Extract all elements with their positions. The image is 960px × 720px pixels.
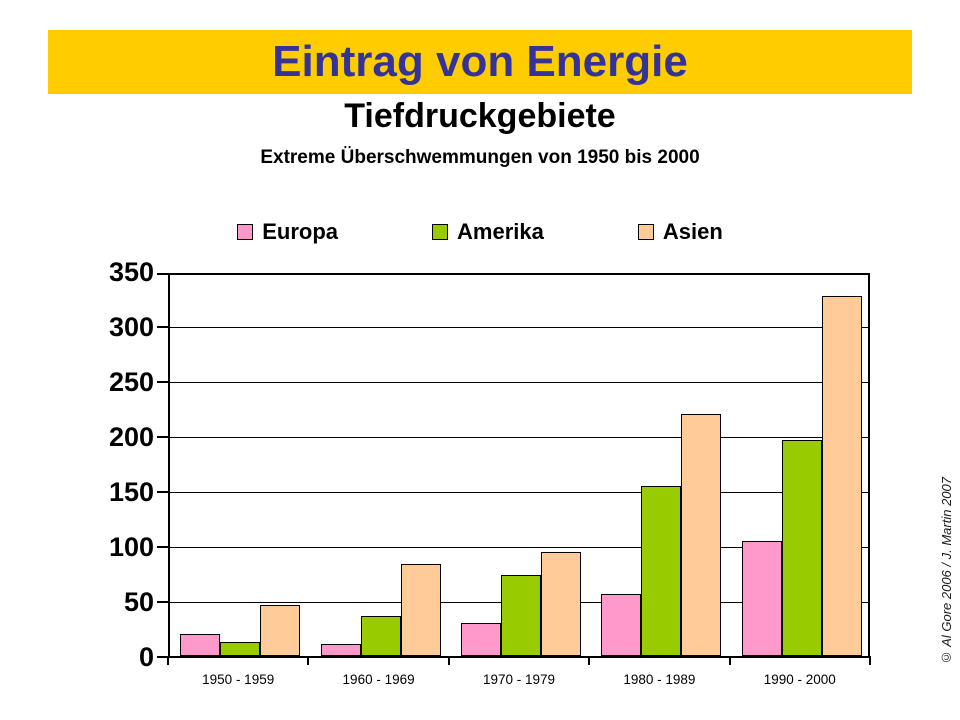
x-axis-tick-4 [728,656,731,665]
bar-amerika-2 [500,574,541,656]
x-axis-tick-3 [588,656,591,665]
legend: Europa Amerika Asien [0,219,960,245]
bar-group-1960-1969 [310,275,450,656]
bar-amerika-3 [641,485,682,656]
bar-amerika-4 [781,440,822,656]
plot-area [168,273,870,658]
y-axis-label-350: 350 [108,257,154,287]
y-axis-tick-350 [157,273,168,275]
x-axis-label-0: 1950 - 1959 [202,672,275,687]
gridline-300 [170,326,868,328]
gridline-200 [170,436,868,438]
bar-asien-0 [260,605,301,656]
y-axis-label-200: 200 [108,422,154,452]
legend-label-europa: Europa [262,219,339,244]
subtitle: Tiefdruckgebiete [344,97,616,135]
legend-item-asien: Asien [637,219,723,245]
legend-label-asien: Asien [662,219,723,244]
legend-swatch-amerika [432,224,449,240]
y-axis-label-250: 250 [108,367,154,397]
bar-group-1990-2000 [732,275,872,656]
bar-amerika-1 [360,616,401,656]
legend-swatch-europa [237,224,254,240]
bar-asien-2 [540,551,581,656]
legend-item-amerika: Amerika [432,219,544,245]
x-axis-tick-1 [307,656,310,665]
bar-asien-3 [681,414,722,656]
bar-europa-4 [741,540,782,656]
x-axis-tick-2 [447,656,450,665]
y-axis-label-150: 150 [108,477,154,507]
chart-heading: Extreme Überschwemmungen von 1950 bis 20… [260,147,700,168]
bar-group-1980-1989 [591,275,731,656]
y-axis-label-0: 0 [138,642,154,672]
bar-asien-1 [400,563,441,656]
x-axis-label-3: 1980 - 1989 [623,672,696,687]
y-axis-tick-0 [157,656,168,658]
y-axis-tick-250 [157,381,168,383]
x-axis-label-4: 1990 - 2000 [763,672,836,687]
y-axis-tick-200 [157,436,168,438]
bar-asien-4 [821,296,862,656]
legend-swatch-asien [637,224,654,240]
bar-europa-3 [601,594,642,656]
y-axis-tick-50 [157,601,168,603]
y-axis-label-50: 50 [123,587,154,617]
chart: 0 50 100 150 200 250 300 350 1950 - 1959 1960 - 1… [0,259,960,687]
y-axis-label-100: 100 [108,532,154,562]
gridline-100 [170,546,868,548]
y-axis-tick-300 [157,326,168,328]
copyright-text: © Al Gore 2006 / J. Martin 2007 [939,477,954,665]
bar-europa-0 [180,634,221,656]
bar-europa-2 [460,623,501,656]
bar-europa-1 [320,643,361,656]
x-axis-label-1: 1960 - 1969 [342,672,415,687]
gridline-250 [170,381,868,383]
x-axis-tick-5 [869,656,871,665]
legend-label-amerika: Amerika [457,219,544,244]
x-axis-label-2: 1970 - 1979 [482,672,556,687]
x-axis-tick-0 [167,656,169,665]
bar-group-1950-1959 [170,275,310,656]
bar-group-1970-1979 [451,275,591,656]
y-axis-tick-100 [157,546,168,548]
y-axis-label-300: 300 [108,312,154,342]
y-axis-tick-150 [157,491,168,493]
legend-item-europa: Europa [237,219,338,245]
slide-title: Eintrag von Energie [272,37,688,86]
title-banner: Eintrag von Energie [48,30,912,94]
bar-amerika-0 [220,641,261,656]
gridline-150 [170,491,868,493]
